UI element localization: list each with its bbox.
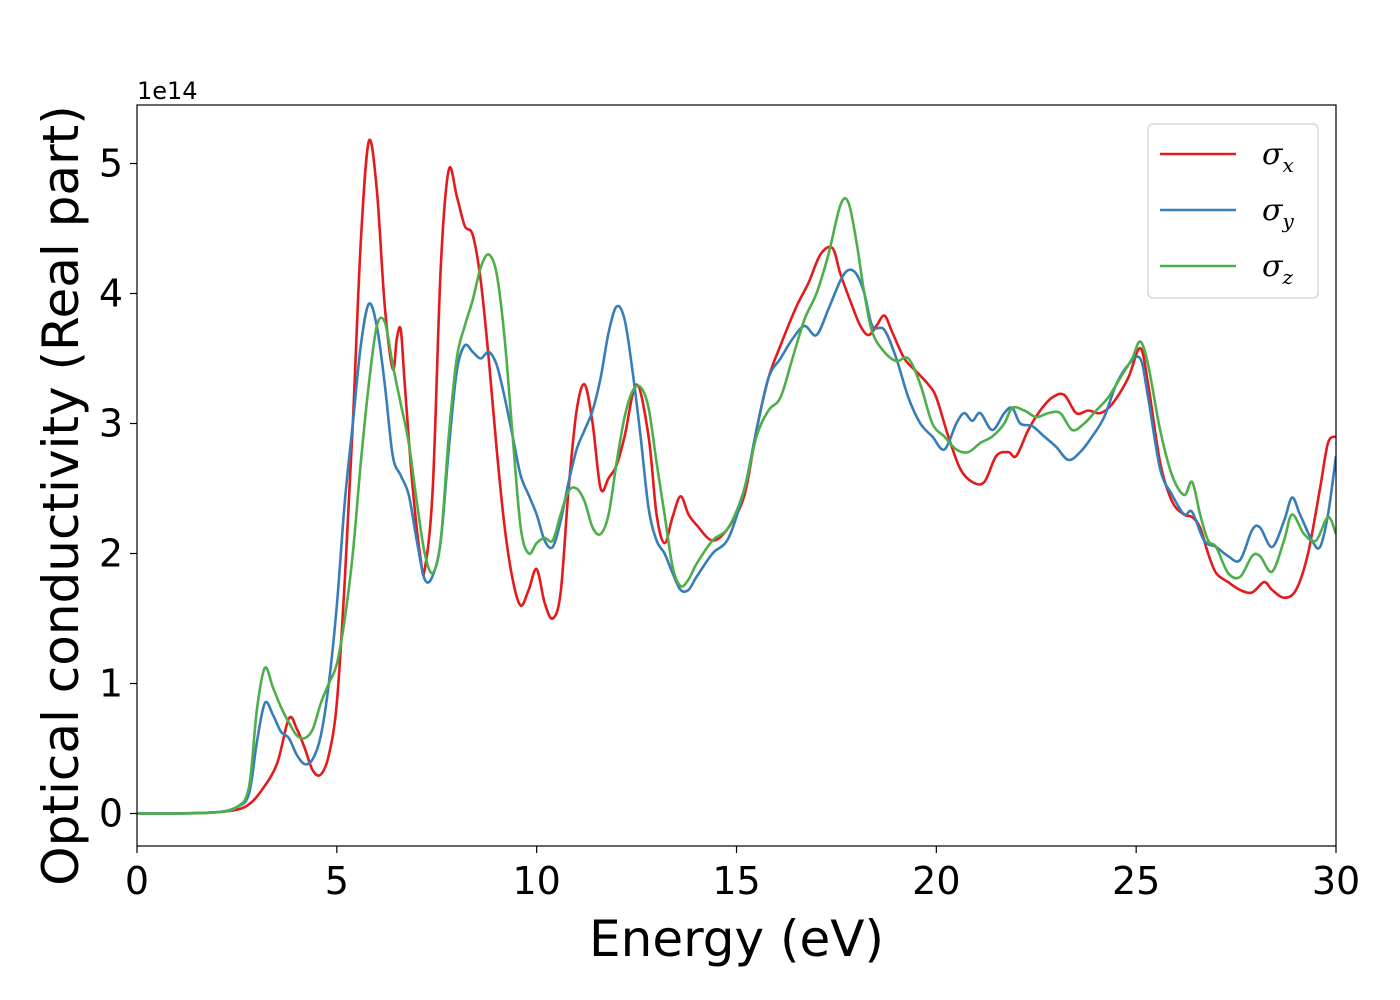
legend-label-z: σz xyxy=(1262,249,1293,289)
legend-label-x: σx xyxy=(1262,137,1294,177)
y-offset-label: 1e14 xyxy=(137,77,198,105)
y-tick-label: 1 xyxy=(99,662,123,706)
y-tick-label: 0 xyxy=(99,792,123,836)
plot-layer xyxy=(137,138,1336,815)
series-line-y xyxy=(137,268,1336,815)
x-tick-label: 0 xyxy=(125,859,149,903)
y-axis-title: Optical conductivity (Real part) xyxy=(32,105,90,886)
y-tick-label: 5 xyxy=(99,142,123,186)
x-tick-label: 20 xyxy=(912,859,960,903)
x-tick-label: 5 xyxy=(325,859,349,903)
series-line-z xyxy=(137,196,1336,815)
x-axis-title: Energy (eV) xyxy=(589,910,884,968)
legend-label-y: σy xyxy=(1262,193,1294,233)
x-tick-label: 10 xyxy=(512,859,560,903)
y-tick-label: 4 xyxy=(99,272,123,316)
y-tick-label: 3 xyxy=(99,402,123,446)
legend: σx σy σz xyxy=(1147,123,1319,299)
x-tick-label: 25 xyxy=(1112,859,1160,903)
ticks-layer: 0 5 10 15 20 25 30 0 1 2 3 4 5 xyxy=(99,142,1360,904)
x-tick-label: 30 xyxy=(1312,859,1360,903)
y-tick-label: 2 xyxy=(99,532,123,576)
x-tick-label: 15 xyxy=(712,859,760,903)
series-line-x xyxy=(137,138,1336,815)
